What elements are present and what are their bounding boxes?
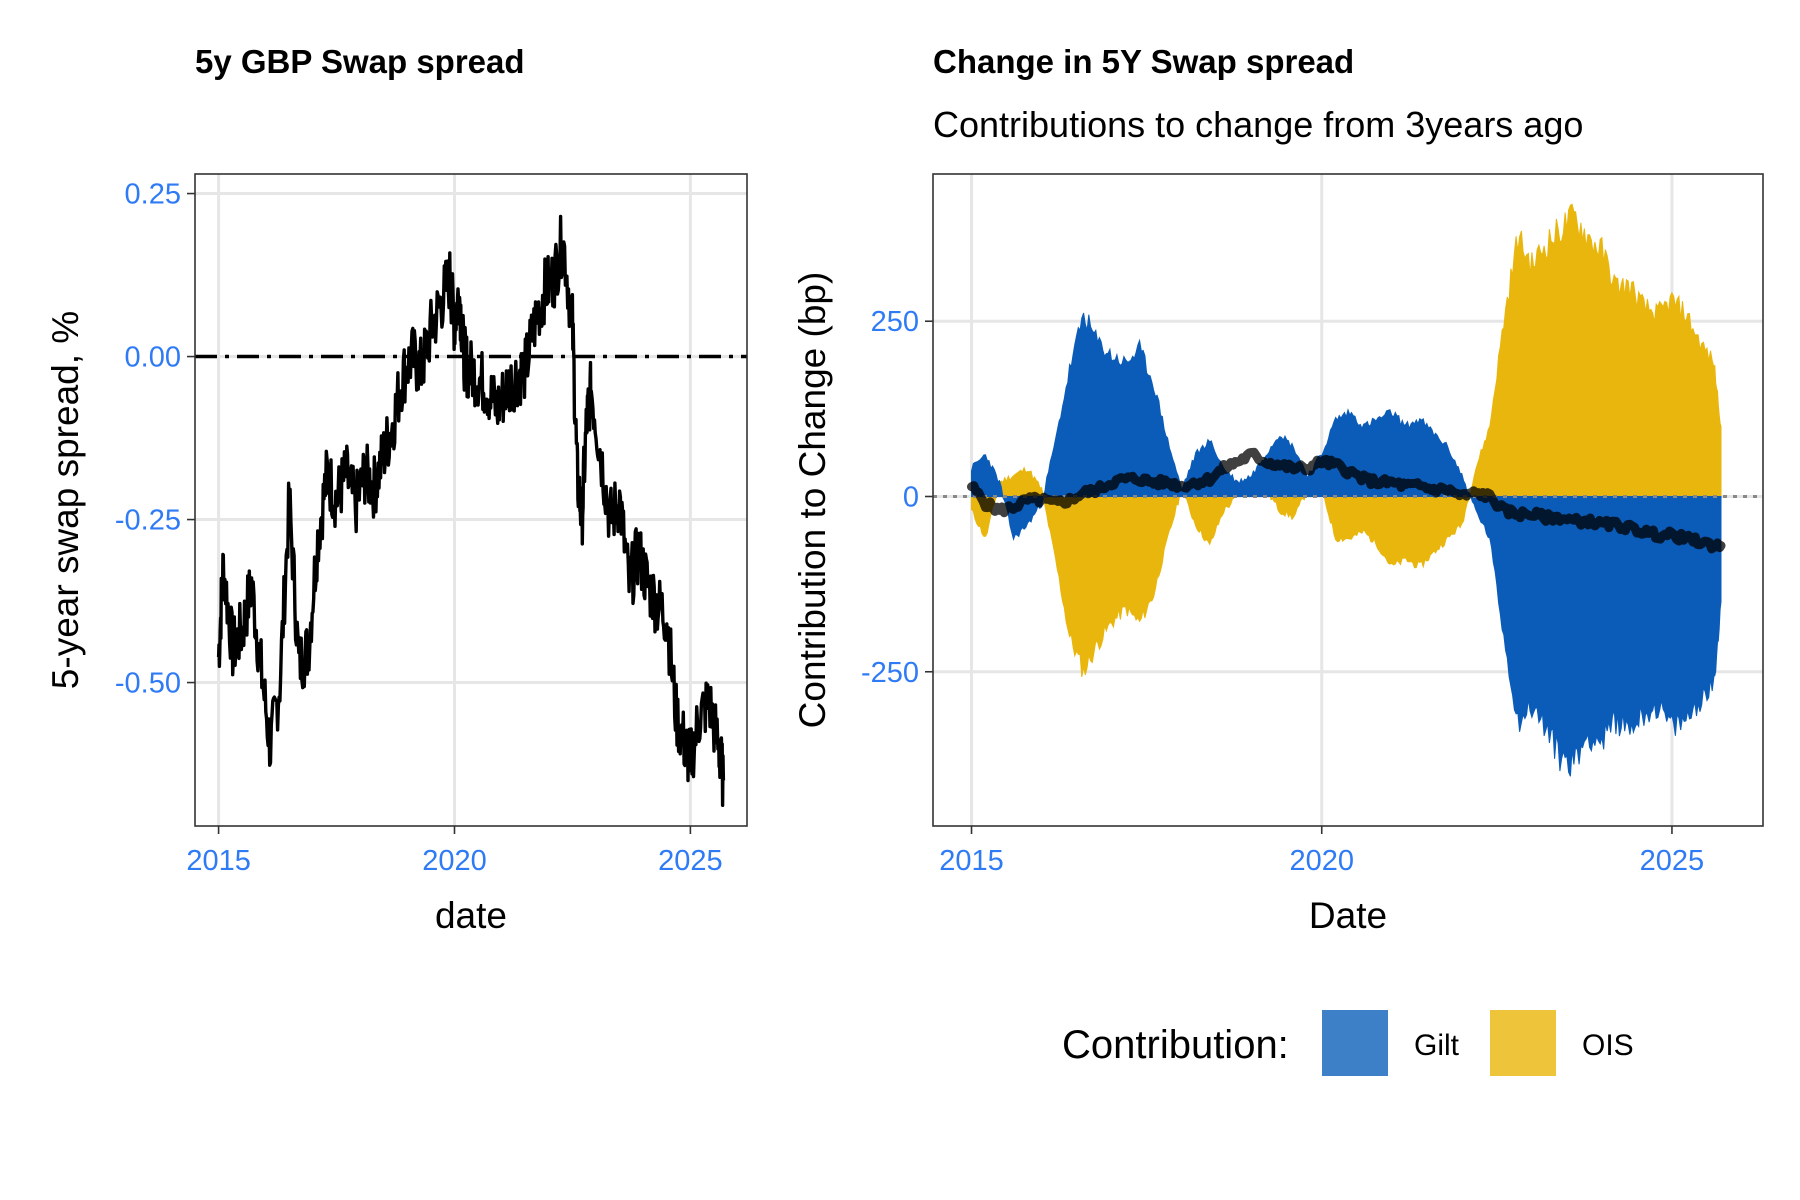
legend-label-gilt: Gilt <box>1414 1029 1460 1062</box>
right-total-change-line <box>967 447 1726 554</box>
right-x-axis-title: Date <box>1309 895 1387 936</box>
right-total-line <box>967 447 1726 554</box>
left-y-tick-label: 0.25 <box>125 179 181 211</box>
legend: Contribution: Gilt OIS <box>1062 1010 1634 1076</box>
right-y-axis-title: Contribution to Change (bp) <box>792 272 833 729</box>
right-gilt-area <box>971 312 1722 777</box>
right-y-ticks: 250 0 -250 <box>861 306 933 689</box>
left-series-line <box>216 214 726 807</box>
left-y-axis-title: 5-year swap spread, % <box>45 311 86 689</box>
right-x-tick-label: 2025 <box>1640 845 1705 877</box>
left-y-tick-label: -0.50 <box>115 668 181 700</box>
legend-swatch-ois <box>1490 1010 1556 1076</box>
legend-swatch-gilt <box>1322 1010 1388 1076</box>
left-x-tick-label: 2025 <box>658 845 723 877</box>
right-plot-frame <box>932 173 1764 827</box>
right-x-tick-label: 2020 <box>1289 845 1354 877</box>
legend-label-ois: OIS <box>1582 1029 1634 1062</box>
left-gridlines <box>195 174 747 826</box>
left-y-ticks: 0.25 0.00 -0.25 -0.50 <box>115 179 195 700</box>
left-x-tick-label: 2020 <box>422 845 487 877</box>
left-y-tick-label: -0.25 <box>115 505 181 537</box>
left-swap-spread-line <box>216 214 726 807</box>
legend-title: Contribution: <box>1062 1023 1289 1067</box>
right-chart-title: Change in 5Y Swap spread <box>933 43 1354 80</box>
left-x-ticks: 2015 2020 2025 <box>186 826 723 877</box>
right-contribution-areas <box>971 203 1722 777</box>
left-plot-frame <box>194 173 748 827</box>
right-x-ticks: 2015 2020 2025 <box>939 826 1704 877</box>
right-x-tick-label: 2015 <box>939 845 1004 877</box>
right-chart-subtitle: Contributions to change from 3years ago <box>933 104 1583 145</box>
left-chart-title: 5y GBP Swap spread <box>195 43 525 80</box>
left-y-tick-label: 0.00 <box>125 342 181 374</box>
left-x-tick-label: 2015 <box>186 845 251 877</box>
right-y-tick-label: -250 <box>861 657 919 689</box>
right-y-tick-label: 0 <box>903 481 919 513</box>
left-x-axis-title: date <box>435 895 507 936</box>
right-y-tick-label: 250 <box>871 306 919 338</box>
right-ois-area <box>971 203 1722 677</box>
